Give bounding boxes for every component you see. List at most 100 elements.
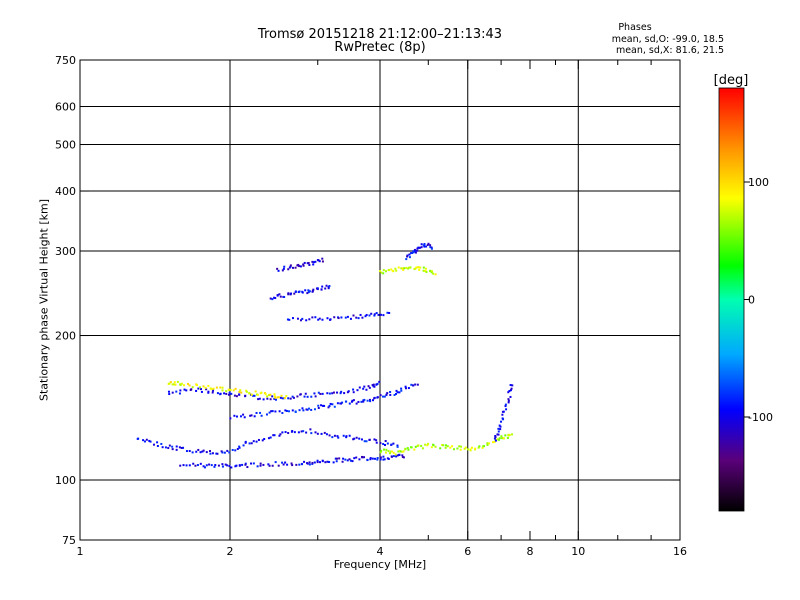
data-point	[229, 417, 232, 420]
data-point	[215, 386, 218, 389]
data-point	[379, 451, 382, 454]
data-point	[179, 383, 182, 386]
data-point	[458, 445, 461, 448]
data-point	[269, 393, 272, 396]
data-point	[382, 314, 385, 317]
data-point	[249, 414, 252, 417]
data-point	[169, 381, 172, 384]
data-point	[488, 442, 491, 445]
data-point	[467, 448, 470, 451]
data-point	[430, 246, 433, 249]
data-point	[504, 403, 507, 406]
data-point	[497, 438, 500, 441]
data-point	[331, 436, 334, 439]
data-point	[306, 262, 309, 265]
data-point	[320, 432, 323, 435]
data-point	[398, 453, 401, 456]
data-point	[399, 450, 402, 453]
data-point	[167, 447, 170, 450]
data-point	[507, 434, 510, 437]
data-point	[276, 396, 279, 399]
data-point	[420, 444, 423, 447]
data-point	[404, 385, 407, 388]
data-point	[291, 409, 294, 412]
data-point	[460, 445, 463, 448]
data-point	[348, 458, 351, 461]
data-point	[248, 442, 251, 445]
data-point	[395, 455, 398, 458]
data-point	[308, 290, 311, 293]
data-point	[291, 429, 294, 432]
data-point	[418, 268, 421, 271]
data-point	[321, 318, 324, 321]
data-point	[368, 314, 371, 317]
data-point	[373, 385, 376, 388]
data-point	[308, 463, 311, 466]
data-point	[380, 449, 383, 452]
data-point	[326, 460, 329, 463]
phase-box-title: Phases	[618, 22, 652, 33]
data-point	[287, 268, 290, 271]
data-point	[205, 464, 208, 467]
data-point	[379, 456, 382, 459]
data-point	[344, 458, 347, 461]
data-point	[494, 439, 497, 442]
data-point	[214, 464, 217, 467]
data-point	[498, 424, 501, 427]
data-point	[286, 463, 289, 466]
data-point	[284, 409, 287, 412]
data-point	[507, 399, 510, 402]
data-point	[504, 434, 507, 437]
data-point	[324, 287, 327, 290]
data-point	[319, 392, 322, 395]
data-point	[294, 411, 297, 414]
data-point	[274, 396, 277, 399]
data-point	[291, 464, 294, 467]
y-tick-label: 75	[62, 534, 76, 547]
data-point	[363, 440, 366, 443]
data-point	[305, 431, 308, 434]
data-point	[499, 428, 502, 431]
data-point	[285, 395, 288, 398]
data-point	[292, 266, 295, 269]
data-point	[234, 465, 237, 468]
data-point	[410, 383, 413, 386]
data-point	[362, 399, 365, 402]
data-point	[224, 463, 227, 466]
data-point	[382, 269, 385, 272]
data-point	[148, 439, 151, 442]
data-point	[420, 243, 423, 246]
data-point	[406, 254, 409, 257]
data-point	[402, 268, 405, 271]
data-point	[334, 457, 337, 460]
data-point	[284, 461, 287, 464]
data-point	[320, 404, 323, 407]
data-point	[188, 384, 191, 387]
data-point	[238, 445, 241, 448]
data-point	[207, 384, 210, 387]
data-point	[407, 448, 410, 451]
x-tick-label: 6	[464, 545, 471, 558]
data-point	[302, 263, 305, 266]
data-point	[301, 291, 304, 294]
data-point	[228, 465, 231, 468]
data-point	[318, 260, 321, 263]
data-point	[195, 389, 198, 392]
data-point	[244, 462, 247, 465]
data-point	[401, 456, 404, 459]
data-point	[250, 414, 253, 417]
data-point	[273, 434, 276, 437]
data-point	[385, 448, 388, 451]
data-point	[240, 391, 243, 394]
data-point	[397, 266, 400, 269]
data-point	[401, 450, 404, 453]
data-point	[278, 293, 281, 296]
data-point	[327, 287, 330, 290]
data-point	[242, 413, 245, 416]
data-point	[493, 440, 496, 443]
data-point	[412, 250, 415, 253]
data-point	[335, 457, 338, 460]
data-point	[333, 316, 336, 319]
data-point	[322, 404, 325, 407]
data-point	[321, 260, 324, 263]
